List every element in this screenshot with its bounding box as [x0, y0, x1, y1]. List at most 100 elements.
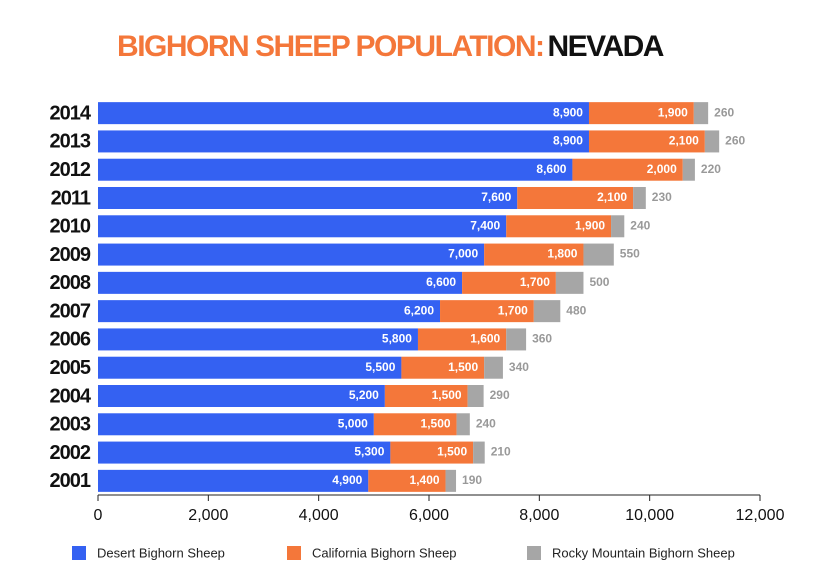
data-label: 1,500	[421, 416, 451, 430]
bar-segment	[390, 441, 474, 464]
x-tick-label: 4,000	[299, 507, 339, 524]
data-label: 1,500	[437, 445, 467, 459]
title-main: BIGHORN SHEEP POPULATION:	[117, 30, 543, 63]
bar-segment	[98, 328, 418, 351]
data-label: 6,600	[426, 275, 456, 289]
data-label: 1,400	[410, 473, 440, 487]
x-tick-label: 2,000	[188, 507, 228, 524]
bar-segment	[373, 413, 457, 436]
data-label: 240	[630, 218, 650, 232]
data-label: 550	[620, 247, 640, 261]
bar-segment	[704, 130, 720, 153]
bar-segment	[583, 243, 614, 266]
data-label: 8,900	[553, 134, 583, 148]
data-label: 1,600	[470, 332, 500, 346]
y-tick-label: 2007	[50, 300, 91, 322]
bar-segment	[611, 215, 625, 238]
y-tick-label: 2004	[50, 385, 92, 407]
y-tick-label: 2011	[51, 187, 91, 209]
y-tick-label: 2001	[50, 470, 91, 492]
legend-label: Rocky Mountain Bighorn Sheep	[552, 545, 735, 560]
bar-segment	[98, 215, 507, 238]
y-tick-label: 2006	[50, 329, 91, 351]
bar-segment	[506, 328, 527, 351]
data-label: 5,800	[382, 332, 412, 346]
x-tick-label: 0	[94, 507, 103, 524]
data-label: 2,100	[669, 134, 699, 148]
chart-title: BIGHORN SHEEP POPULATION: NEVADA	[117, 30, 664, 63]
data-label: 1,700	[520, 275, 550, 289]
bar-segment	[384, 385, 468, 407]
y-tick-label: 2002	[50, 442, 91, 464]
data-label: 260	[725, 134, 745, 148]
data-label: 1,900	[575, 218, 605, 232]
bar-segment	[517, 187, 634, 209]
data-label: 1,700	[498, 303, 528, 317]
bar-segment	[484, 243, 584, 266]
y-tick-label: 2012	[50, 159, 91, 181]
bar-segment	[98, 187, 518, 209]
data-label: 7,000	[448, 247, 478, 261]
bar-segment	[473, 441, 485, 464]
bar-segment	[98, 130, 589, 153]
data-label: 5,000	[338, 416, 368, 430]
y-tick-label: 2003	[50, 414, 91, 436]
data-label: 7,600	[481, 190, 511, 204]
data-label: 360	[532, 332, 552, 346]
bar-segment	[98, 271, 463, 294]
data-label: 7,400	[470, 218, 500, 232]
bar-segment	[588, 130, 705, 153]
bar-segment	[98, 243, 485, 266]
x-tick-label: 10,000	[625, 507, 674, 524]
bar-segment	[506, 215, 612, 238]
bar-segment	[633, 187, 646, 209]
data-label: 2,000	[647, 162, 677, 176]
bar-segment	[572, 158, 683, 181]
x-tick-label: 6,000	[409, 507, 449, 524]
x-tick-label: 8,000	[519, 507, 559, 524]
y-tick-label: 2009	[50, 244, 91, 266]
bar-segment	[401, 356, 485, 379]
data-label: 6,200	[404, 303, 434, 317]
legend-swatch	[72, 546, 86, 560]
title-highlight: NEVADA	[547, 30, 663, 63]
data-label: 290	[490, 388, 510, 402]
data-label: 1,500	[448, 360, 478, 374]
x-tick-label: 12,000	[736, 507, 785, 524]
data-label: 210	[491, 445, 511, 459]
y-tick-label: 2010	[50, 216, 91, 238]
data-label: 240	[476, 416, 496, 430]
data-label: 1,800	[547, 247, 577, 261]
bar-segment	[440, 300, 534, 323]
bar-segment	[467, 385, 484, 407]
data-label: 230	[652, 190, 672, 204]
bar-segment	[98, 413, 374, 436]
data-label: 220	[701, 162, 721, 176]
bar-segment	[368, 469, 446, 492]
bar-segment	[682, 158, 695, 181]
bar-segment	[98, 385, 385, 407]
bar-segment	[98, 356, 402, 379]
bar-segment	[588, 102, 694, 125]
data-label: 260	[714, 105, 734, 119]
data-label: 500	[589, 275, 609, 289]
data-label: 5,500	[365, 360, 395, 374]
legend-label: California Bighorn Sheep	[312, 545, 457, 560]
y-tick-label: 2008	[50, 272, 91, 294]
data-label: 5,200	[349, 388, 379, 402]
bar-segment	[462, 271, 556, 294]
bar-segment	[417, 328, 507, 351]
data-label: 8,600	[536, 162, 566, 176]
data-label: 190	[462, 473, 482, 487]
y-tick-label: 2014	[50, 102, 92, 124]
bar-segment	[484, 356, 503, 379]
bar-segment	[98, 158, 573, 181]
data-label: 5,300	[354, 445, 384, 459]
data-label: 480	[566, 303, 586, 317]
bar-segment	[98, 441, 391, 464]
data-label: 1,500	[432, 388, 462, 402]
bar-segment	[456, 413, 470, 436]
bar-segment	[98, 300, 441, 323]
data-label: 4,900	[332, 473, 362, 487]
